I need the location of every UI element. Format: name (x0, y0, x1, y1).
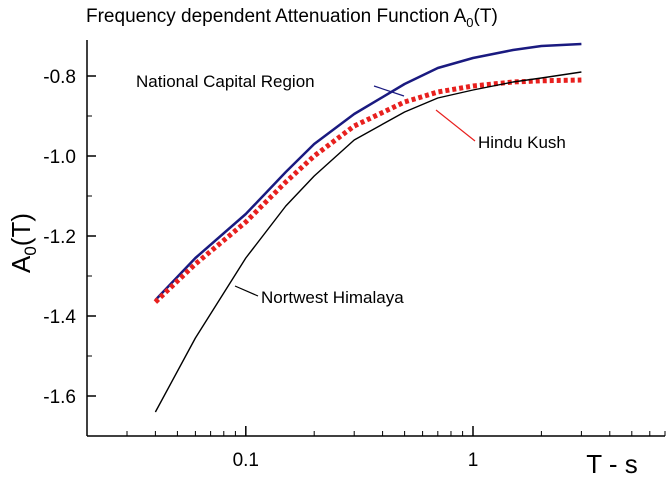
y-axis-label-main: A (6, 255, 36, 273)
x-tick-label: 0.1 (233, 450, 259, 471)
annotation-leader-line (234, 285, 259, 297)
y-axis-label-subscript: 0 (21, 246, 40, 255)
annotations: National Capital Region Hindu Kush Nortwes… (136, 72, 566, 307)
y-tick-label: -1.0 (43, 147, 76, 168)
x-tick-label: 1 (468, 450, 479, 471)
chart-title-tail: (T) (474, 6, 498, 27)
y-tick-label: -1.4 (43, 307, 76, 328)
chart-title-subscript: 0 (466, 15, 473, 30)
series-line-national-capital-region (154, 42, 582, 301)
x-axis-label: T - s (586, 449, 638, 479)
y-axis-label-tail: (T) (6, 213, 36, 246)
y-ticks: -0.8 -1.0 -1.2 -1.4 -1.6 (43, 67, 96, 437)
y-tick-label: -1.2 (43, 227, 76, 248)
axes (86, 40, 665, 437)
annotation-leader-line (435, 109, 476, 142)
x-ticks: 0.1 1 (86, 426, 666, 471)
y-tick-label: -0.8 (43, 67, 76, 88)
annotation-label: Hindu Kush (478, 133, 566, 152)
annotation-leader-line (373, 85, 405, 97)
y-axis-label: A0(T) (6, 213, 40, 273)
series-group (153, 42, 582, 413)
chart-title-main: Frequency dependent Attenuation Function… (86, 6, 467, 27)
annotation-label: National Capital Region (136, 72, 315, 91)
annotation-label: Nortwest Himalaya (261, 288, 404, 307)
chart-title: Frequency dependent Attenuation Function… (86, 6, 498, 30)
y-tick-label: -1.6 (43, 387, 76, 408)
series-line-hindu-kush (153, 77, 582, 304)
series-line-nortwest-himalaya (154, 71, 582, 413)
